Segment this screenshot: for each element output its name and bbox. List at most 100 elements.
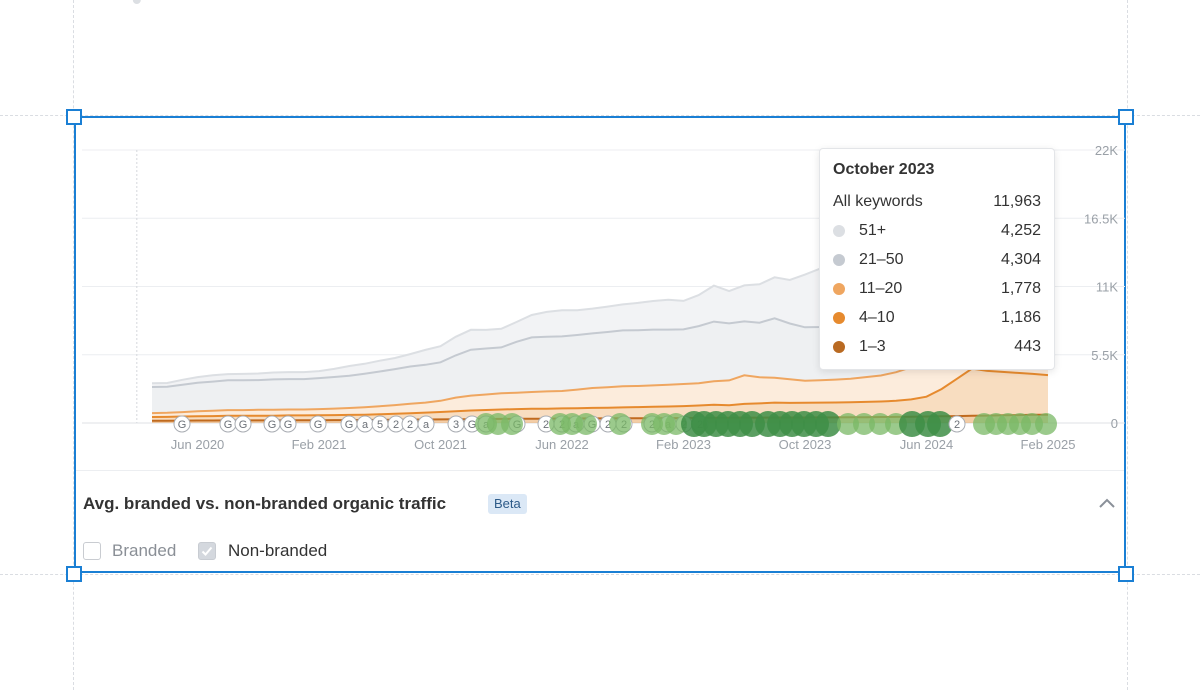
chevron-up-icon[interactable] <box>1097 496 1117 510</box>
branded-checkbox-label[interactable]: Branded <box>112 541 177 560</box>
update-marker-label: G <box>224 419 233 431</box>
series-area-4–10 <box>152 368 1048 421</box>
y-tick-label: 22K <box>1095 143 1118 158</box>
keyword-positions-chart: 0 5.5K 11K 16.5K 22K Jun 2020 Feb 2021 Oct 202… <box>82 0 1125 452</box>
update-marker-circle <box>279 415 297 433</box>
google-update-marker <box>665 413 687 435</box>
tooltip-row-label: 51+ <box>859 221 887 239</box>
x-tick-label: Oct 2021 <box>414 437 467 452</box>
tooltip-row-label: 21–50 <box>859 250 904 268</box>
tooltip-total-row: All keywords 11,963 <box>833 187 1041 216</box>
update-marker-circle <box>173 415 191 433</box>
google-update-marker <box>609 413 631 435</box>
resize-handle-bottom-left[interactable] <box>66 566 82 582</box>
non-branded-checkbox-label[interactable]: Non-branded <box>228 541 328 560</box>
update-marker-label: G <box>468 419 477 431</box>
google-update-marker <box>853 413 875 435</box>
tooltip-row-21-50: 21–50 4,304 <box>833 245 1041 274</box>
crosshair-point <box>131 0 142 5</box>
update-marker[interactable]: G <box>309 415 327 433</box>
update-marker[interactable]: G <box>340 415 358 433</box>
update-marker-label: 2 <box>954 419 960 431</box>
update-marker-label: G <box>239 419 248 431</box>
google-update-marker <box>815 411 841 437</box>
non-branded-checkbox[interactable] <box>198 542 216 560</box>
branded-checkbox[interactable] <box>83 542 101 560</box>
tooltip-row-label: 1–3 <box>859 337 886 355</box>
legend-dot-icon <box>833 340 845 353</box>
tooltip-row-value: 1,778 <box>1000 279 1041 297</box>
tooltip-row-51plus: 51+ 4,252 <box>833 216 1041 245</box>
series-area-11–20 <box>152 325 1048 417</box>
x-tick-label: Feb 2021 <box>292 437 347 452</box>
update-marker[interactable]: G <box>173 415 191 433</box>
update-marker[interactable]: 3 <box>447 415 465 433</box>
update-marker-circle <box>948 415 966 433</box>
y-tick-label: 5.5K <box>1091 348 1118 363</box>
update-marker[interactable]: G <box>279 415 297 433</box>
update-marker[interactable]: G <box>234 415 252 433</box>
beta-badge: Beta <box>488 494 527 514</box>
google-update-marker <box>869 413 891 435</box>
x-tick-label: Oct 2023 <box>779 437 832 452</box>
resize-handle-top-right[interactable] <box>1118 109 1134 125</box>
x-tick-label: Feb 2025 <box>1021 437 1076 452</box>
update-marker-circle <box>417 415 435 433</box>
update-marker-circle <box>309 415 327 433</box>
resize-handle-top-left[interactable] <box>66 109 82 125</box>
guide-line-bottom <box>0 574 1200 575</box>
section-divider <box>76 470 1124 471</box>
x-tick-label: Jun 2022 <box>535 437 589 452</box>
update-marker[interactable]: 2 <box>401 415 419 433</box>
tooltip-row-value: 4,252 <box>1000 221 1041 239</box>
update-marker[interactable]: a <box>356 415 374 433</box>
update-marker-label: 2 <box>543 419 549 431</box>
series-line-11–20 <box>151 324 1049 415</box>
update-marker[interactable]: 5 <box>371 415 389 433</box>
update-marker[interactable]: G <box>263 415 281 433</box>
tooltip-row-1-3: 1–3 443 <box>833 332 1041 361</box>
update-marker-label: 2 <box>605 419 611 431</box>
guide-line-right <box>1127 0 1128 690</box>
x-tick-label: Jun 2024 <box>900 437 954 452</box>
update-marker-label: G <box>314 419 323 431</box>
guide-line-left <box>73 0 74 690</box>
tooltip-row-label: 4–10 <box>859 308 895 326</box>
update-marker-label: a <box>423 419 430 431</box>
update-marker-label: G <box>284 419 293 431</box>
tooltip-row-value: 1,186 <box>1000 308 1041 326</box>
y-tick-label: 11K <box>1096 280 1118 295</box>
update-marker-label: 5 <box>377 419 383 431</box>
google-update-marker <box>837 413 859 435</box>
y-tick-label: 0 <box>1111 416 1118 431</box>
chart-tooltip: October 2023 All keywords 11,963 51+ 4,2… <box>819 148 1055 370</box>
legend-dot-icon <box>833 224 845 237</box>
update-marker[interactable]: 2 <box>948 415 966 433</box>
update-marker-label: 3 <box>453 419 459 431</box>
update-marker-circle <box>234 415 252 433</box>
update-marker-label: G <box>268 419 277 431</box>
tooltip-row-value: 443 <box>1014 337 1041 355</box>
update-marker-label: G <box>178 419 187 431</box>
series-area-21–50 <box>152 269 1048 414</box>
update-marker[interactable]: G <box>219 415 237 433</box>
update-marker[interactable]: a <box>417 415 435 433</box>
section-title: Avg. branded vs. non-branded organic tra… <box>83 494 447 513</box>
update-marker-label: 2 <box>407 419 413 431</box>
update-marker-label: G <box>345 419 354 431</box>
guide-line-top <box>0 115 1200 116</box>
google-update-marker <box>575 413 597 435</box>
checkmark-icon <box>201 546 213 556</box>
y-tick-label: 16.5K <box>1084 211 1118 226</box>
resize-handle-bottom-right[interactable] <box>1118 566 1134 582</box>
tooltip-row-11-20: 11–20 1,778 <box>833 274 1041 303</box>
tooltip-row-value: 4,304 <box>1000 250 1041 268</box>
x-tick-label: Feb 2023 <box>656 437 711 452</box>
legend-dot-icon <box>833 253 845 266</box>
series-line-4–10 <box>151 367 1049 418</box>
google-update-marker <box>927 411 953 437</box>
x-tick-label: Jun 2020 <box>171 437 225 452</box>
legend-dot-icon <box>833 311 845 324</box>
tooltip-title: October 2023 <box>833 161 935 178</box>
update-marker-label: 2 <box>393 419 399 431</box>
